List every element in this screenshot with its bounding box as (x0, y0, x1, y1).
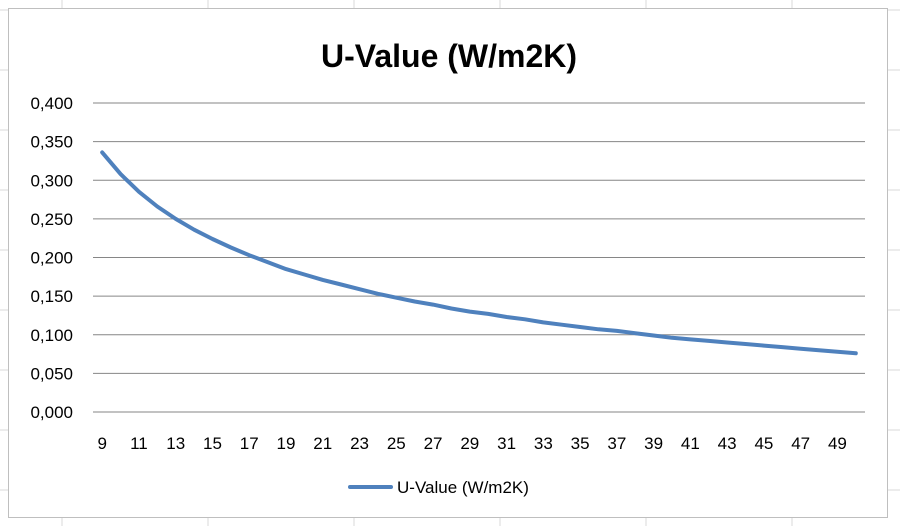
y-tick-label: 0,050 (30, 364, 73, 383)
gridlines (93, 102, 865, 413)
x-tick-label: 27 (424, 434, 443, 453)
chart-title: U-Value (W/m2K) (321, 38, 577, 74)
x-tick-label: 13 (166, 434, 185, 453)
y-tick-label: 0,300 (30, 171, 73, 190)
series-line (100, 150, 858, 356)
x-tick-label: 17 (240, 434, 259, 453)
y-axis-tick-labels: 0,000 0,050 0,100 0,150 0,200 0,250 0,300 0,350… (30, 94, 73, 422)
x-axis-tick-labels: 9 11 13 15 17 19 21 23 25 27 29 31 33 35 37 39 41 43 45 47 4… (97, 434, 846, 453)
x-tick-label: 31 (497, 434, 516, 453)
x-tick-label: 21 (313, 434, 332, 453)
x-tick-label: 41 (681, 434, 700, 453)
x-tick-label: 33 (534, 434, 553, 453)
y-tick-label: 0,000 (30, 403, 73, 422)
y-tick-label: 0,150 (30, 287, 73, 306)
x-tick-label: 47 (791, 434, 810, 453)
y-tick-label: 0,100 (30, 326, 73, 345)
x-tick-label: 15 (203, 434, 222, 453)
series-layer (100, 150, 858, 356)
y-tick-label: 0,400 (30, 94, 73, 113)
y-tick-label: 0,250 (30, 210, 73, 229)
x-tick-label: 35 (571, 434, 590, 453)
x-tick-label: 29 (460, 434, 479, 453)
x-tick-label: 43 (718, 434, 737, 453)
x-tick-label: 23 (350, 434, 369, 453)
line-chart: U-Value (W/m2K) 0,000 0,050 0,100 0,150 0,20… (30, 38, 865, 497)
y-tick-label: 0,350 (30, 133, 73, 152)
x-tick-label: 49 (828, 434, 847, 453)
x-tick-label: 19 (277, 434, 296, 453)
x-tick-label: 25 (387, 434, 406, 453)
x-tick-label: 37 (607, 434, 626, 453)
x-tick-label: 11 (130, 434, 148, 453)
y-tick-label: 0,200 (30, 249, 73, 268)
x-tick-label: 9 (97, 434, 106, 453)
x-tick-label: 45 (754, 434, 773, 453)
x-tick-label: 39 (644, 434, 663, 453)
legend-label: U-Value (W/m2K) (397, 478, 529, 497)
chart-area[interactable]: U-Value (W/m2K) 0,000 0,050 0,100 0,150 0,20… (8, 8, 888, 518)
legend: U-Value (W/m2K) (348, 478, 529, 497)
